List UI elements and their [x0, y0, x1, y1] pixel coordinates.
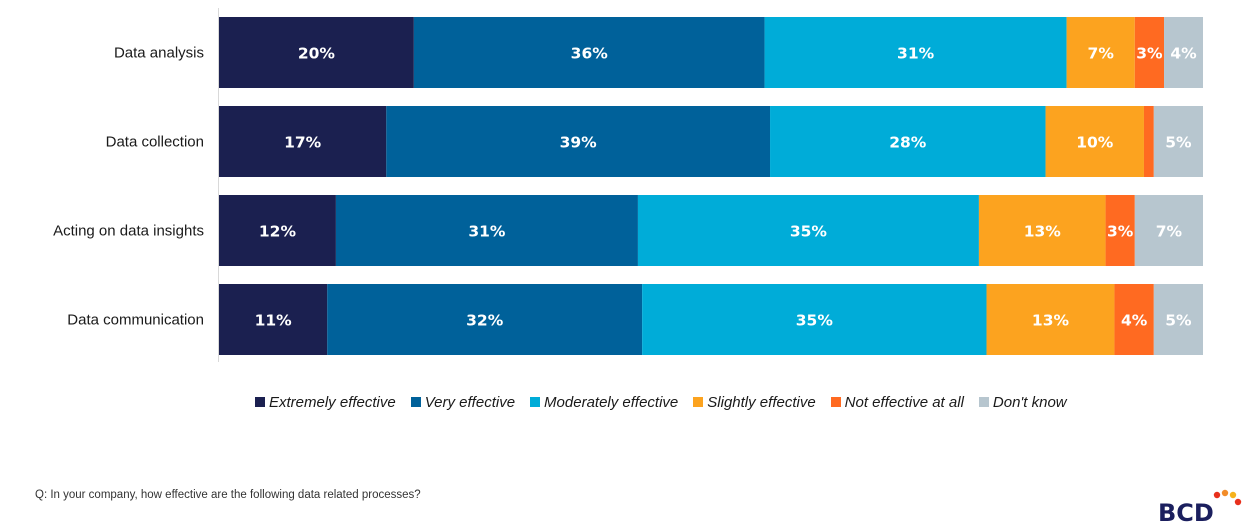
value-label: 36% [571, 45, 609, 63]
bar-segments [219, 17, 1203, 355]
legend-label: Moderately effective [544, 393, 679, 411]
value-label: 10% [1076, 134, 1114, 152]
logo-dot [1229, 491, 1237, 499]
value-label: 31% [897, 45, 935, 63]
legend: Extremely effective Very effective Moderat… [255, 391, 1082, 413]
bar-segment [219, 284, 328, 355]
bar-segment [327, 284, 643, 355]
legend-swatch [830, 397, 841, 407]
bar-segment [219, 106, 387, 177]
bar-segment [219, 195, 336, 266]
bar-segment [986, 284, 1115, 355]
value-label: 3% [1136, 45, 1163, 63]
value-label: 4% [1170, 45, 1197, 63]
legend-label: Slightly effective [707, 393, 816, 411]
legend-label: Don't know [992, 393, 1067, 411]
stacked-bar-chart: Data analysis Data collection Acting on da… [53, 8, 1203, 362]
value-label: 39% [560, 134, 598, 152]
value-label: 31% [468, 223, 506, 241]
bar-segment [637, 195, 979, 266]
legend-swatch [255, 397, 265, 407]
value-label: 7% [1156, 223, 1183, 241]
bar-segment [764, 17, 1067, 88]
bar-segment [978, 195, 1106, 266]
bar-segment [1153, 284, 1203, 355]
value-label: 12% [259, 223, 297, 241]
value-label: 13% [1032, 312, 1070, 330]
category-label: Data analysis [114, 45, 204, 62]
value-label: 4% [1121, 312, 1148, 330]
value-label: 5% [1165, 134, 1192, 152]
bar-segment [219, 17, 414, 88]
logo-dot [1221, 489, 1229, 497]
value-label: 17% [284, 134, 322, 152]
legend-swatch [530, 397, 541, 407]
bar-segment [1164, 17, 1203, 88]
value-label: 7% [1088, 45, 1115, 63]
category-labels: Data analysis Data collection Acting on da… [53, 45, 204, 329]
legend-label: Not effective at all [844, 393, 964, 411]
value-label: 35% [790, 223, 828, 241]
value-label: 35% [796, 312, 834, 330]
legend-item: Slightly effective [693, 393, 816, 411]
bar-segment [1105, 195, 1135, 266]
value-label: 20% [298, 45, 336, 63]
category-label: Acting on data insights [53, 223, 204, 240]
bar-segment [1045, 106, 1144, 177]
value-labels: 20% 36% 31% 7% 3% 4% 17% 39% 28% 10% 5% 12% 31% 35% 13… [255, 45, 1198, 330]
bar-segment [335, 195, 638, 266]
bar-segment [1153, 106, 1203, 177]
logo-text: BCD [1158, 499, 1214, 526]
value-label: 3% [1107, 223, 1134, 241]
legend-swatch [410, 397, 421, 407]
legend-item: Very effective [410, 393, 516, 411]
bar-segment [386, 106, 771, 177]
logo-dot [1234, 498, 1242, 506]
legend-item: Don't know [978, 393, 1067, 411]
bar-segment [642, 284, 987, 355]
legend-item: Moderately effective [530, 394, 678, 411]
value-label: 28% [889, 134, 927, 152]
category-label: Data collection [106, 134, 204, 151]
legend-label: Extremely effective [269, 393, 396, 411]
bar-segment [1114, 284, 1154, 355]
value-label: 5% [1165, 312, 1192, 330]
bar-segment [770, 106, 1046, 177]
legend-item: Not effective at all [830, 393, 964, 411]
legend-item: Extremely effective [255, 394, 396, 411]
bar-segment [1134, 17, 1165, 88]
survey-question-footnote: Q: In your company, how effective are th… [35, 489, 421, 501]
legend-swatch [978, 397, 989, 407]
value-label: 13% [1024, 223, 1062, 241]
bcd-logo: BCD [1158, 489, 1242, 526]
bar-segment [1143, 106, 1154, 177]
bar-segment [413, 17, 765, 88]
logo-dot [1213, 491, 1221, 499]
value-label: 32% [466, 312, 504, 330]
bar-segment [1066, 17, 1135, 88]
bar-segment [1134, 195, 1203, 266]
legend-label: Very effective [424, 393, 516, 411]
category-label: Data communication [67, 312, 204, 329]
value-label: 11% [255, 312, 293, 330]
legend-swatch [693, 397, 704, 407]
